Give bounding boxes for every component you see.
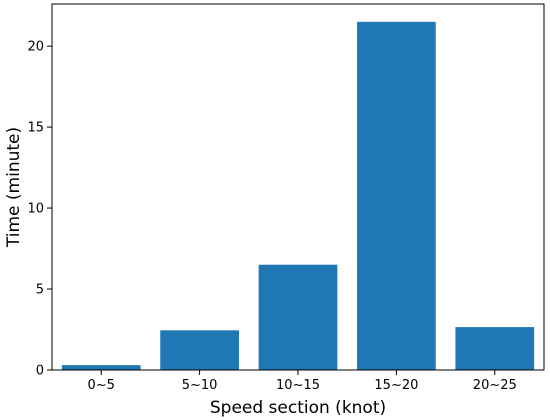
y-tick-label: 20 bbox=[27, 40, 44, 55]
x-tick-label: 10~15 bbox=[276, 378, 320, 393]
y-axis-label: Time (minute) bbox=[4, 127, 24, 248]
y-tick-label: 15 bbox=[27, 121, 44, 136]
bar-0~5 bbox=[61, 365, 141, 370]
y-tick-label: 10 bbox=[27, 202, 44, 217]
x-tick-label: 15~20 bbox=[374, 378, 418, 393]
y-tick-label: 5 bbox=[36, 283, 44, 298]
y-axis: 0 5 10 15 20 bbox=[27, 40, 52, 379]
bars-group bbox=[61, 21, 535, 371]
y-tick-label: 0 bbox=[36, 364, 44, 379]
bar-20~25 bbox=[455, 327, 535, 370]
bar-15~20 bbox=[357, 21, 436, 371]
x-tick-label: 20~25 bbox=[473, 378, 517, 393]
bar-10~15 bbox=[258, 264, 338, 370]
x-axis: 0~5 5~10 10~15 15~20 20~25 bbox=[87, 370, 517, 393]
bar-5~10 bbox=[160, 330, 239, 370]
x-tick-label: 5~10 bbox=[182, 378, 218, 393]
plot-frame bbox=[51, 3, 545, 371]
x-tick-label: 0~5 bbox=[87, 378, 114, 393]
x-axis-label: Speed section (knot) bbox=[210, 398, 386, 418]
